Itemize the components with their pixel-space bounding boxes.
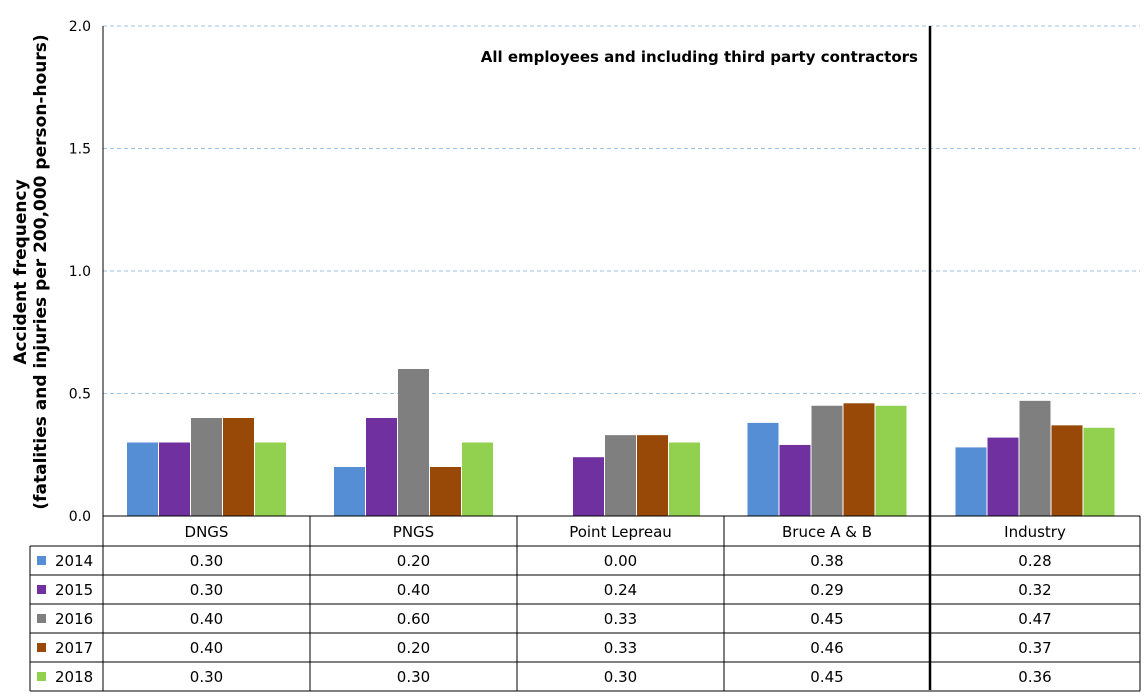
data-label-2017-2: 0.33 [604, 639, 637, 657]
data-label-2018-4: 0.36 [1018, 668, 1051, 686]
bar-2017-1 [430, 467, 461, 516]
y-axis-label-line1: Accident frequency [11, 179, 31, 364]
bar-2016-2 [605, 435, 636, 516]
category-label: Industry [1004, 523, 1066, 541]
data-label-2017-0: 0.40 [190, 639, 223, 657]
category-label: PNGS [393, 523, 434, 541]
data-label-2014-2: 0.00 [604, 552, 637, 570]
legend-label: 2016 [55, 610, 93, 628]
bar-2015-0 [159, 442, 190, 516]
bar-2018-3 [875, 405, 907, 516]
category-label: Bruce A & B [782, 523, 872, 541]
data-label-2018-0: 0.30 [190, 668, 223, 686]
data-label-2014-3: 0.38 [810, 552, 843, 570]
bar-2016-3 [811, 405, 843, 516]
data-label-2015-2: 0.24 [604, 581, 637, 599]
chart-annotation: All employees and including third party … [481, 48, 918, 66]
legend-label: 2017 [55, 639, 93, 657]
legend-label: 2018 [55, 668, 93, 686]
y-tick-label: 1.5 [69, 142, 91, 158]
data-label-2016-3: 0.45 [810, 610, 843, 628]
bar-2017-4 [1051, 425, 1083, 516]
bar-2015-1 [366, 418, 397, 516]
bar-2014-1 [334, 467, 365, 516]
data-label-2017-4: 0.37 [1018, 639, 1051, 657]
data-label-2017-3: 0.46 [810, 639, 843, 657]
legend-label: 2014 [55, 552, 93, 570]
data-table: DNGS PNGS Point Lepreau Bruce A & B Industry… [29, 515, 1141, 692]
y-tick-label: 1.0 [69, 264, 91, 280]
bar-2015-2 [573, 457, 604, 516]
data-label-2015-1: 0.40 [397, 581, 430, 599]
axes [102, 26, 932, 690]
bar-2017-2 [637, 435, 668, 516]
legend-swatch-2017 [37, 643, 46, 652]
legend-swatch-2018 [37, 672, 46, 681]
y-tick-label: 0.0 [69, 509, 91, 525]
bar-2018-0 [255, 442, 286, 516]
bar-2016-4 [1019, 400, 1051, 516]
legend-swatch-2016 [37, 614, 46, 623]
data-label-2014-4: 0.28 [1018, 552, 1051, 570]
y-tick-labels: 0.0 0.5 1.0 1.5 2.0 [69, 19, 91, 525]
y-tick-label: 2.0 [69, 19, 91, 35]
bar-2016-1 [398, 369, 429, 516]
bar-2017-0 [223, 418, 254, 516]
data-label-2018-2: 0.30 [604, 668, 637, 686]
bar-2016-0 [191, 418, 222, 516]
data-label-2014-0: 0.30 [190, 552, 223, 570]
data-label-2014-1: 0.20 [397, 552, 430, 570]
data-label-2015-4: 0.32 [1018, 581, 1051, 599]
data-label-2016-2: 0.33 [604, 610, 637, 628]
category-label: DNGS [185, 523, 229, 541]
bar-2018-2 [669, 442, 700, 516]
bar-2014-4 [955, 447, 987, 516]
data-label-2016-1: 0.60 [397, 610, 430, 628]
legend-swatch-2015 [37, 585, 46, 594]
bar-2017-3 [843, 403, 875, 516]
bars [127, 369, 1115, 516]
category-label: Point Lepreau [569, 523, 672, 541]
bar-2015-3 [779, 444, 811, 516]
data-label-2017-1: 0.20 [397, 639, 430, 657]
bar-2018-4 [1083, 427, 1115, 516]
legend-label: 2015 [55, 581, 93, 599]
data-label-2015-3: 0.29 [810, 581, 843, 599]
bar-2018-1 [462, 442, 493, 516]
bar-2015-4 [987, 437, 1019, 516]
y-axis-label-line2: (fatalities and injuries per 200,000 per… [31, 34, 51, 509]
legend-swatch-2014 [37, 556, 46, 565]
y-tick-label: 0.5 [69, 387, 91, 403]
data-label-2016-0: 0.40 [190, 610, 223, 628]
data-label-2016-4: 0.47 [1018, 610, 1051, 628]
data-label-2015-0: 0.30 [190, 581, 223, 599]
bar-2014-0 [127, 442, 158, 516]
data-label-2018-1: 0.30 [397, 668, 430, 686]
data-label-2018-3: 0.45 [810, 668, 843, 686]
bar-2014-3 [747, 422, 779, 516]
gridlines [103, 25, 1140, 394]
